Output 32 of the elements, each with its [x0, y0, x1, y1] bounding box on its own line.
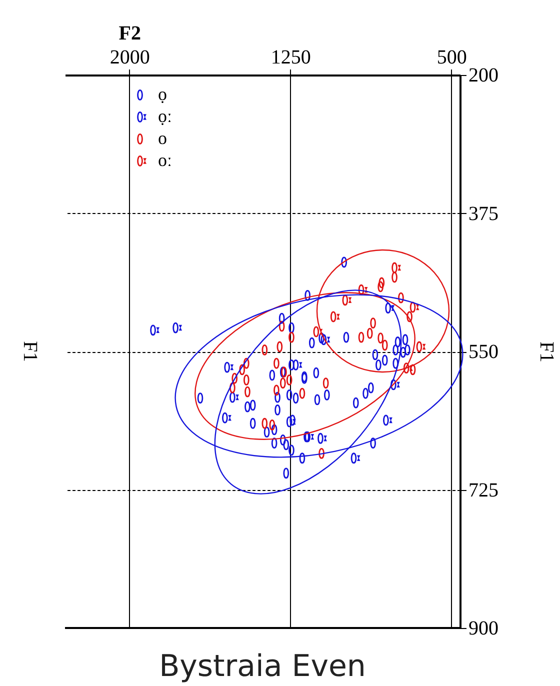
point	[416, 341, 426, 352]
point	[410, 302, 419, 313]
point	[304, 431, 314, 442]
point	[358, 284, 368, 296]
point	[390, 379, 400, 390]
text: F1	[536, 341, 558, 363]
y-axis-title: F1	[19, 340, 41, 362]
y-tick-label: 200	[468, 64, 498, 86]
point	[350, 452, 360, 464]
point	[383, 414, 392, 426]
legend-label: ọ	[158, 84, 167, 104]
x-axis-title: F2	[118, 22, 142, 44]
legend-label: oː	[158, 150, 172, 170]
point	[286, 416, 296, 428]
legend-label: o	[158, 128, 167, 148]
point	[292, 359, 302, 370]
x-tick-label: 2000	[110, 46, 150, 68]
legend-label: ọː	[158, 106, 172, 126]
point	[313, 326, 322, 338]
point	[320, 334, 330, 346]
y-tick-label: 375	[468, 202, 498, 225]
text: Bystraia Even	[159, 649, 366, 684]
y-tick-label: 900	[468, 618, 498, 640]
point	[392, 262, 401, 274]
point	[385, 302, 394, 314]
point	[403, 362, 412, 374]
x-tick-label: 500	[436, 46, 467, 68]
y-tick-label: 550	[468, 341, 498, 363]
x-tick-label: 1250	[270, 46, 311, 68]
point	[330, 311, 340, 322]
point	[342, 294, 352, 306]
y-tick-label: 725	[468, 479, 498, 502]
